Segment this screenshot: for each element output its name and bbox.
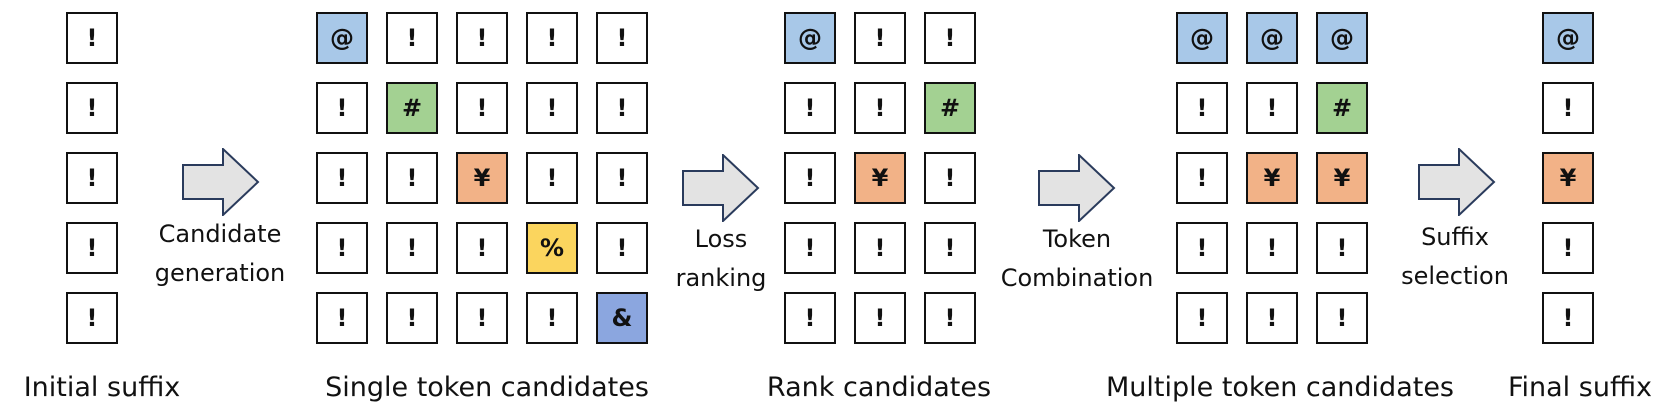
token-cell: # [1316,82,1368,134]
section-label-final-suffix: Final suffix [1507,372,1653,403]
token-cell: ¥ [1316,152,1368,204]
token-cell: @ [1176,12,1228,64]
step-label-line: Token [1042,225,1112,253]
token-cell: ! [1176,292,1228,344]
token-cell: @ [1316,12,1368,64]
token-cell: ! [456,12,508,64]
token-cell: ! [1542,292,1594,344]
token-cell: ! [456,292,508,344]
token-cell: ! [386,292,438,344]
token-cell: ! [596,222,648,274]
token-cell: ! [854,82,906,134]
token-cell: @ [1246,12,1298,64]
token-cell: ! [316,292,368,344]
right-arrow-icon [682,154,760,222]
step-label-line: Combination [1000,264,1154,292]
token-cell: ! [386,152,438,204]
token-cell: ! [924,152,976,204]
token-cell: ! [1246,292,1298,344]
token-cell: ! [386,222,438,274]
token-cell: ! [66,222,118,274]
token-cell: ! [1316,222,1368,274]
token-cell: ! [526,12,578,64]
token-cell: ! [456,82,508,134]
token-cell: ! [924,292,976,344]
token-cell: ! [854,12,906,64]
token-cell: ! [1542,222,1594,274]
token-cell: ! [1176,82,1228,134]
token-cell: ! [854,222,906,274]
arrow-shape [682,154,760,222]
token-cell: ! [66,292,118,344]
token-cell: # [386,82,438,134]
token-cell: # [924,82,976,134]
token-cell: ! [784,152,836,204]
token-cell: ! [456,222,508,274]
step-label-line: Loss [694,225,748,253]
token-cell: ! [924,222,976,274]
arrow-shape [182,148,260,216]
section-label-multiple-token-candidates: Multiple token candidates [1105,372,1455,403]
token-cell: @ [1542,12,1594,64]
token-cell: ! [854,292,906,344]
section-label-rank-candidates: Rank candidates [766,372,992,403]
section-label-single-token-candidates: Single token candidates [325,372,649,403]
token-cell: ! [596,12,648,64]
token-cell: ! [1246,222,1298,274]
token-cell: ! [66,12,118,64]
token-cell: ¥ [1246,152,1298,204]
token-cell: % [526,222,578,274]
token-cell: ! [526,152,578,204]
right-arrow-icon [1038,154,1116,222]
step-label-suffix-selection: Suffix selection [1390,218,1520,296]
step-label-line: selection [1401,262,1509,290]
token-cell: ! [386,12,438,64]
token-cell: ! [1542,82,1594,134]
token-cell: & [596,292,648,344]
token-cell: ! [784,292,836,344]
token-cell: ! [1176,222,1228,274]
token-cell: ¥ [1542,152,1594,204]
step-label-line: Suffix [1421,223,1489,251]
token-cell: ! [66,152,118,204]
token-cell: ! [1176,152,1228,204]
token-cell: ! [924,12,976,64]
arrow-shape [1038,154,1116,222]
step-label-token-combination: Token Combination [1000,220,1154,298]
step-label-candidate-generation: Candidate generation [150,215,290,293]
step-label-line: ranking [675,264,767,292]
token-cell: ! [316,152,368,204]
token-cell: ¥ [456,152,508,204]
step-label-line: Candidate [158,220,282,248]
token-cell: ! [316,82,368,134]
token-cell: ! [1246,82,1298,134]
section-label-initial-suffix: Initial suffix [23,372,181,403]
token-cell: ! [526,292,578,344]
token-cell: ! [784,222,836,274]
token-cell: ! [596,82,648,134]
right-arrow-icon [1418,148,1496,216]
token-cell: ! [1316,292,1368,344]
token-cell: ! [784,82,836,134]
token-cell: ! [526,82,578,134]
right-arrow-icon [182,148,260,216]
step-label-line: generation [154,259,286,287]
token-cell: @ [316,12,368,64]
token-cell: ! [66,82,118,134]
token-cell: ! [316,222,368,274]
token-cell: ! [596,152,648,204]
arrow-shape [1418,148,1496,216]
token-cell: @ [784,12,836,64]
step-label-loss-ranking: Loss ranking [668,220,774,298]
token-cell: ¥ [854,152,906,204]
